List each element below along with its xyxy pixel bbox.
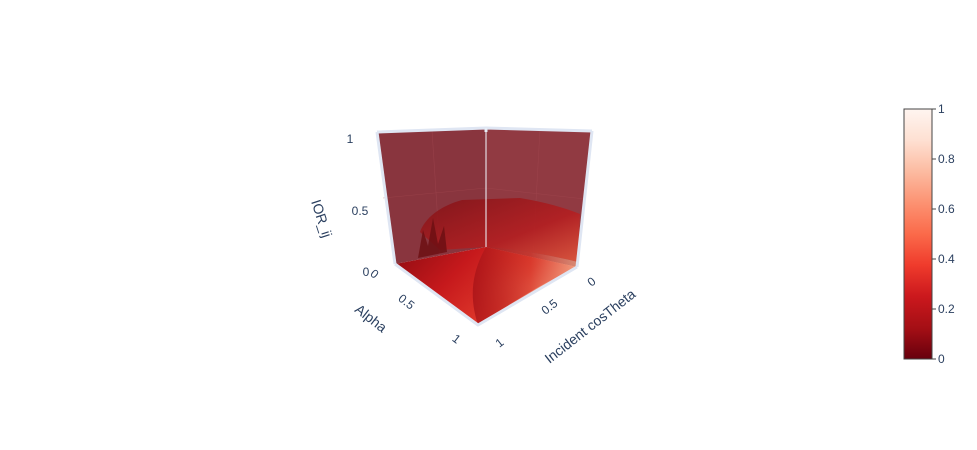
y-tick-label: 0 xyxy=(368,266,382,281)
colorbar-tick-label: 1 xyxy=(938,102,945,116)
colorbar-tick-label: 0.2 xyxy=(938,302,955,316)
z-tick-label: 0.5 xyxy=(352,204,369,218)
colorbar-tick-label: 0.8 xyxy=(938,152,955,166)
colorbar-scale xyxy=(903,108,933,360)
x-tick-label: 0 xyxy=(585,274,599,289)
y-axis-title: Alpha xyxy=(352,301,390,336)
scene-cube xyxy=(375,126,594,327)
z-tick-label: 1 xyxy=(347,132,354,146)
z-axis: 1 0.5 0 IOR_ij xyxy=(308,132,370,279)
colorbar: 0 0.2 0.4 0.6 0.8 1 xyxy=(903,102,955,366)
x-axis-title: Incident cosTheta xyxy=(541,286,638,367)
x-tick-label: 0.5 xyxy=(539,296,561,318)
y-tick-label: 1 xyxy=(450,331,464,346)
surface-side xyxy=(472,247,578,325)
colorbar-tick-label: 0.4 xyxy=(938,252,955,266)
x-tick-label: 1 xyxy=(493,335,507,350)
surface-spikes xyxy=(418,218,447,258)
colorbar-tick-label: 0.6 xyxy=(938,202,955,216)
z-axis-title: IOR_ij xyxy=(308,197,335,239)
surface-shelf xyxy=(420,198,580,262)
z-tick-label: 0 xyxy=(363,265,370,279)
colorbar-tick-label: 0 xyxy=(938,352,945,366)
y-tick-label: 0.5 xyxy=(396,291,418,313)
